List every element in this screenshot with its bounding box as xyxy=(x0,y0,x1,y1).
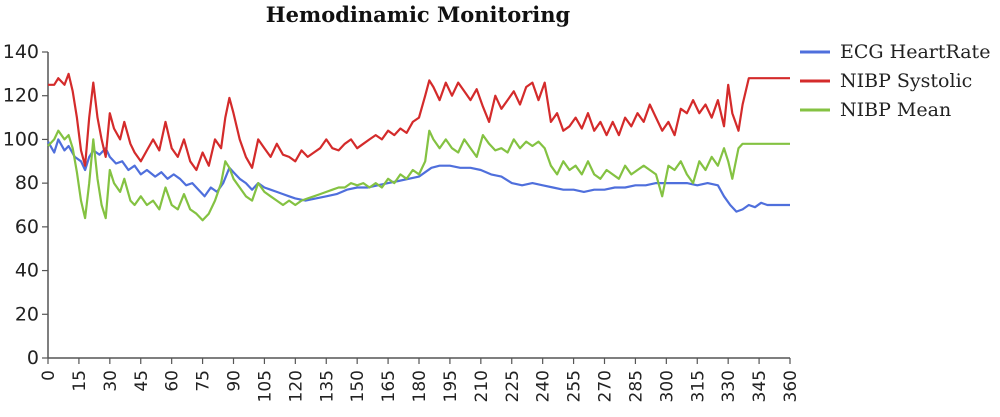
x-tick-label: 255 xyxy=(565,370,585,402)
x-tick-label: 165 xyxy=(379,370,399,402)
x-tick-label: 45 xyxy=(132,370,152,392)
x-tick-label: 90 xyxy=(225,370,245,392)
x-tick-label: 360 xyxy=(781,370,801,402)
x-axis-ticks: 0 15 30 45 60 75 90 105 120 135 150 165 180 195 210 225… xyxy=(39,358,801,402)
chart-title: Hemodinamic Monitoring xyxy=(266,2,571,27)
legend: ECG HeartRate NIBP Systolic NIBP Mean xyxy=(800,41,990,121)
x-tick-label: 285 xyxy=(626,370,646,402)
series-line-nibp-systolic xyxy=(48,72,790,172)
x-tick-label: 120 xyxy=(286,370,306,402)
x-tick-label: 330 xyxy=(719,370,739,402)
y-tick-label: 20 xyxy=(15,303,39,325)
legend-label-nibp-mean: NIBP Mean xyxy=(840,99,951,121)
x-tick-label: 180 xyxy=(410,370,430,402)
legend-label-nibp-systolic: NIBP Systolic xyxy=(840,70,972,92)
x-tick-label: 0 xyxy=(39,370,59,381)
y-axis-ticks: 0 20 40 60 80 100 120 140 xyxy=(3,41,48,369)
x-tick-label: 270 xyxy=(596,370,616,402)
y-tick-label: 60 xyxy=(15,216,39,238)
x-tick-label: 105 xyxy=(255,370,275,402)
x-tick-label: 75 xyxy=(194,370,214,392)
x-tick-label: 15 xyxy=(70,370,90,392)
y-tick-label: 100 xyxy=(3,128,39,150)
x-tick-label: 240 xyxy=(534,370,554,402)
y-tick-label: 40 xyxy=(15,260,39,282)
x-tick-label: 300 xyxy=(657,370,677,402)
series-line-ecg-heartrate xyxy=(47,138,790,213)
y-tick-label: 140 xyxy=(3,41,39,63)
y-tick-label: 0 xyxy=(27,347,39,369)
x-tick-label: 225 xyxy=(503,370,523,402)
x-tick-label: 195 xyxy=(441,370,461,402)
x-tick-label: 30 xyxy=(101,370,121,392)
series-lines xyxy=(47,72,790,222)
series-line-nibp-mean xyxy=(47,129,790,222)
x-tick-label: 315 xyxy=(688,370,708,402)
x-tick-label: 345 xyxy=(750,370,770,402)
legend-label-ecg-heartrate: ECG HeartRate xyxy=(840,41,990,63)
x-tick-label: 135 xyxy=(317,370,337,402)
x-tick-label: 210 xyxy=(472,370,492,402)
x-tick-label: 150 xyxy=(348,370,368,402)
y-tick-label: 120 xyxy=(3,85,39,107)
x-tick-label: 60 xyxy=(163,370,183,392)
y-tick-label: 80 xyxy=(15,172,39,194)
